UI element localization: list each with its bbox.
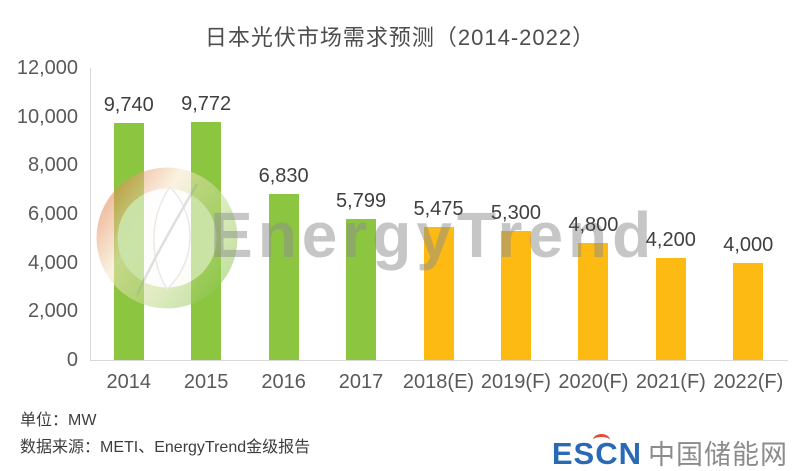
y-tick-label: 8,000: [27, 154, 78, 177]
x-tick-label: 2022(F): [713, 371, 784, 393]
y-tick-label: 6,000: [27, 203, 78, 225]
unit-label: 单位：MW: [20, 412, 97, 429]
bar-value-label: 9,740: [103, 94, 154, 116]
x-tick-label: 2019(F): [480, 371, 551, 393]
x-tick-label: 2017: [338, 371, 384, 393]
escn-logo-red-accent-icon: [592, 434, 610, 446]
bar-2018(E): [423, 227, 454, 360]
y-tick-label: 0: [66, 349, 78, 371]
plot-area: [90, 68, 788, 361]
escn-logo-chinese-text: 中国储能网: [648, 440, 788, 470]
x-tick-label: 2021(F): [635, 371, 706, 393]
bar-2016: [268, 194, 299, 360]
bar-value-label: 4,800: [568, 214, 619, 236]
bar-value-label: 5,475: [413, 198, 464, 220]
bar-value-label: 5,300: [490, 202, 541, 224]
bar-value-label: 9,772: [181, 93, 232, 115]
energytrend-watermark-text: EnergyTrend: [210, 199, 657, 271]
chart-title: 日本光伏市场需求预测（2014-2022）: [204, 25, 596, 50]
y-tick-label: 4,000: [27, 251, 78, 274]
y-tick-label: 2,000: [27, 300, 78, 323]
bar-2022(F): [733, 263, 764, 360]
bar-2019(F): [500, 231, 531, 360]
data-source-label: 数据来源：METI、EnergyTrend金级报告: [20, 439, 311, 456]
bar-2017: [346, 219, 377, 360]
energytrend-leaf-logo-watermark-icon: [96, 167, 238, 309]
y-tick-label: 10,000: [16, 105, 78, 128]
x-tick-label: 2014: [106, 371, 151, 393]
x-tick-label: 2016: [261, 371, 306, 393]
bar-value-label: 6,830: [258, 165, 309, 187]
bar-value-label: 4,000: [723, 234, 774, 256]
escn-logo: ESCN 中国储能网: [552, 433, 788, 471]
bar-value-label: 5,799: [336, 190, 387, 212]
x-tick-label: 2015: [183, 371, 229, 393]
x-tick-label: 2020(F): [558, 371, 629, 393]
escn-logo-text: ESCN: [551, 434, 642, 471]
y-tick-label: 12,000: [16, 57, 78, 79]
bar-value-label: 4,200: [645, 229, 696, 251]
bar-2020(F): [578, 243, 609, 360]
bar-2021(F): [655, 258, 686, 360]
x-tick-label: 2018(E): [402, 371, 475, 393]
